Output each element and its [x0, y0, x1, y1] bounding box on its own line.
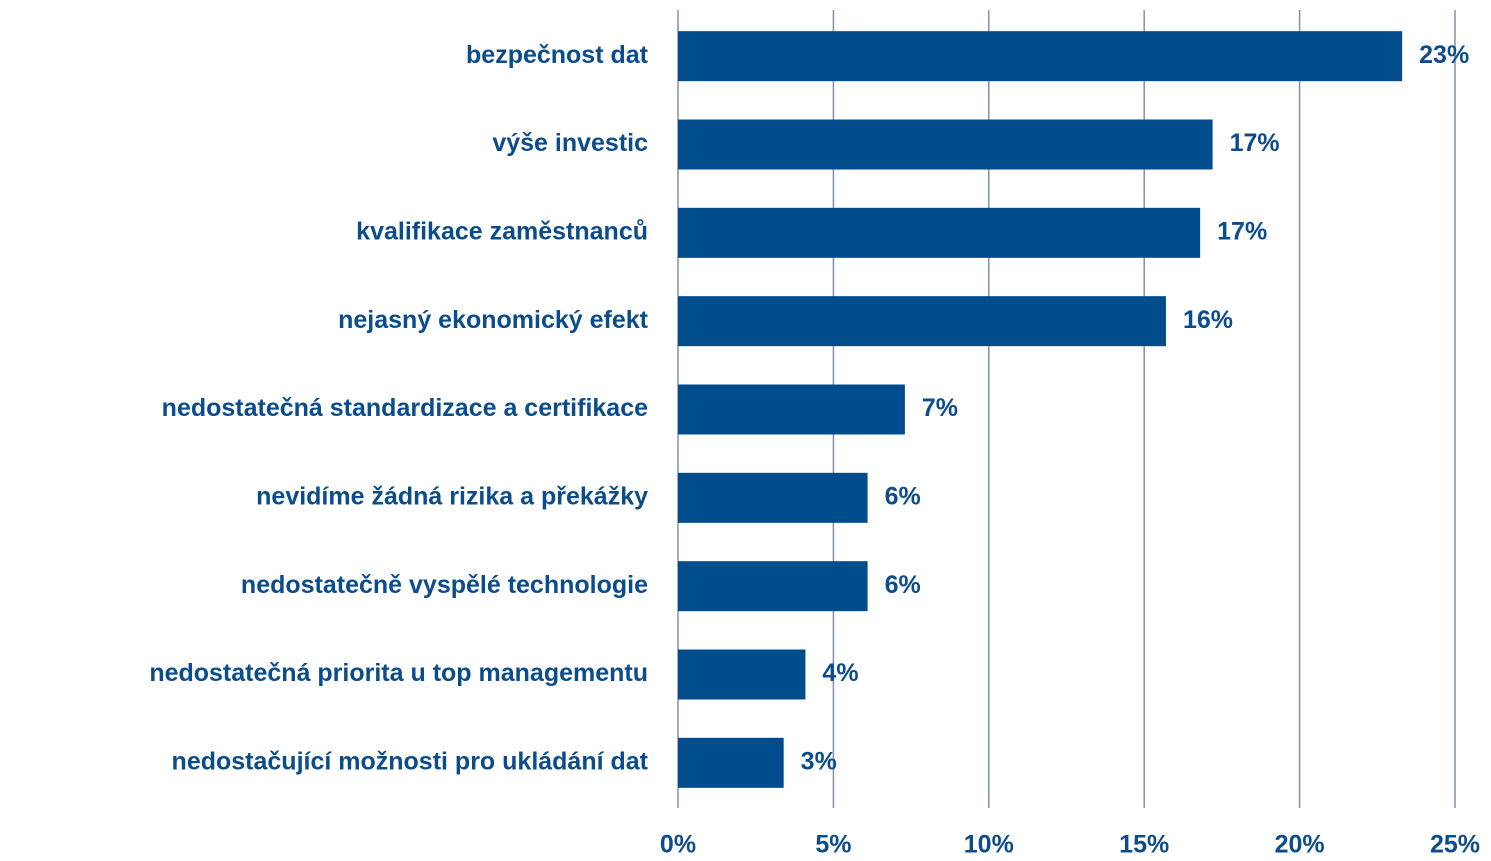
- bar: [678, 737, 784, 788]
- bar: [678, 207, 1201, 258]
- bar: [678, 119, 1213, 170]
- category-label: nevidíme žádná rizika a překážky: [256, 482, 648, 510]
- value-label: 6%: [885, 482, 921, 510]
- x-tick-label: 15%: [1119, 831, 1169, 859]
- x-tick-label: 25%: [1430, 831, 1480, 859]
- value-label: 17%: [1217, 217, 1267, 245]
- category-label: nedostatečně vyspělé technologie: [241, 571, 648, 599]
- bar: [678, 649, 806, 700]
- value-label: 6%: [885, 571, 921, 599]
- bar: [678, 472, 868, 523]
- bar: [678, 384, 905, 435]
- category-label: nedostatečná priorita u top managementu: [149, 659, 648, 687]
- value-label: 7%: [922, 394, 958, 422]
- category-label: výše investic: [492, 129, 648, 157]
- category-label: nedostačující možnosti pro ukládání dat: [172, 747, 649, 775]
- value-label: 3%: [801, 747, 837, 775]
- value-label: 17%: [1230, 129, 1280, 157]
- value-label: 23%: [1419, 41, 1469, 69]
- category-label: nedostatečná standardizace a certifikace: [162, 394, 648, 422]
- category-label: nejasný ekonomický efekt: [338, 306, 649, 334]
- bar: [678, 561, 868, 612]
- category-label: bezpečnost dat: [466, 41, 649, 69]
- x-tick-label: 20%: [1275, 831, 1325, 859]
- x-tick-label: 0%: [660, 831, 696, 859]
- x-tick-label: 5%: [815, 831, 851, 859]
- value-label: 4%: [822, 659, 858, 687]
- x-tick-label: 10%: [964, 831, 1014, 859]
- value-label: 16%: [1183, 306, 1233, 334]
- category-label: kvalifikace zaměstnanců: [356, 217, 648, 245]
- bar: [678, 296, 1166, 347]
- bar: [678, 31, 1403, 82]
